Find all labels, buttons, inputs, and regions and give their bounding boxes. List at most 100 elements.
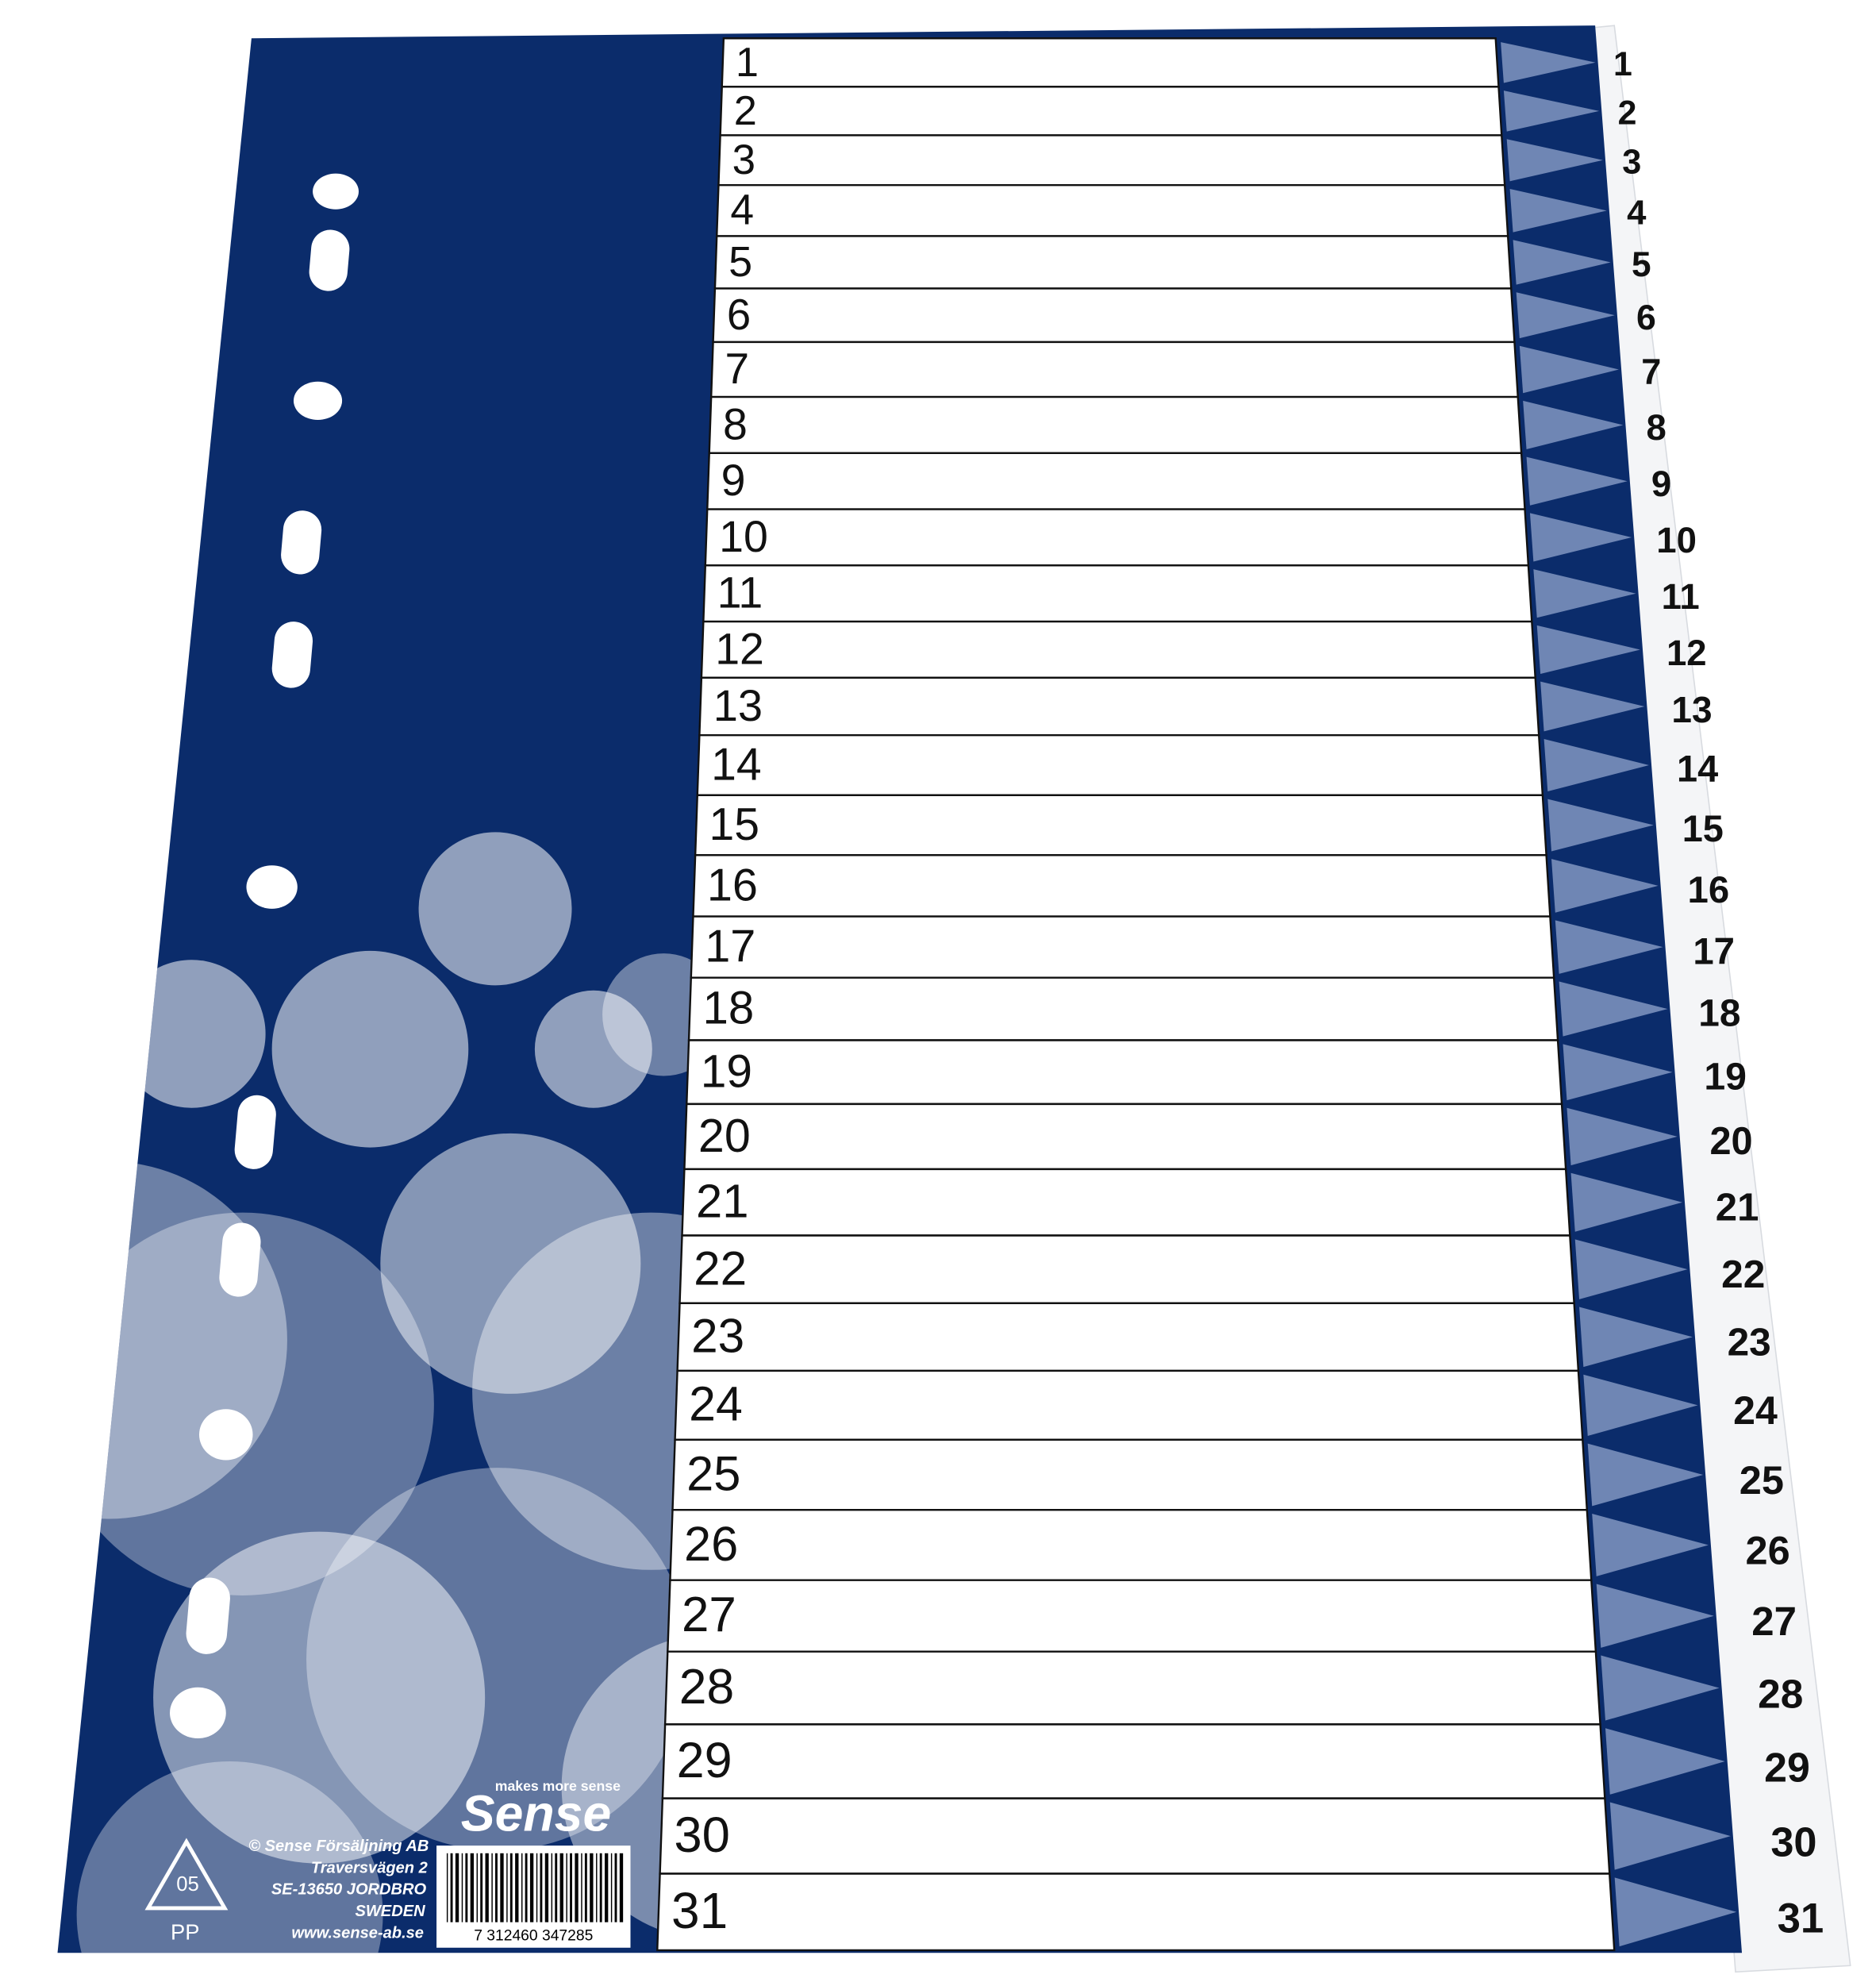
row-number: 5 xyxy=(728,238,752,286)
tab-number: 27 xyxy=(1751,1599,1797,1644)
tab-arrow xyxy=(1533,569,1636,618)
row-field xyxy=(706,452,1526,510)
tab-arrow xyxy=(1506,139,1603,182)
row-number: 12 xyxy=(715,624,764,673)
tab-number: 9 xyxy=(1651,464,1671,504)
bar-stripe xyxy=(584,1853,587,1922)
row-field xyxy=(708,395,1523,455)
tab-number: 11 xyxy=(1662,576,1700,617)
tab-number: 15 xyxy=(1682,808,1724,849)
row-number: 23 xyxy=(691,1308,744,1362)
tab-arrow xyxy=(1513,240,1611,285)
row-field xyxy=(713,235,1513,290)
tab-number: 2 xyxy=(1618,94,1637,132)
tab-number: 12 xyxy=(1666,633,1707,673)
tab-arrow xyxy=(1592,1514,1709,1576)
logo-brand: Sense xyxy=(461,1785,611,1842)
bar-stripe xyxy=(506,1853,508,1922)
row-number: 8 xyxy=(723,399,748,448)
row-number: 4 xyxy=(730,187,754,234)
tab-number: 1 xyxy=(1613,45,1632,83)
tab-number: 25 xyxy=(1740,1457,1784,1503)
row-field xyxy=(702,564,1533,623)
recycle-material: PP xyxy=(171,1919,199,1944)
tab-arrow xyxy=(1563,1044,1673,1101)
row-number: 19 xyxy=(701,1045,752,1097)
row-number: 10 xyxy=(719,512,768,561)
row-number: 31 xyxy=(671,1882,728,1939)
bar-stripe xyxy=(566,1853,567,1922)
tab-number: 16 xyxy=(1688,869,1730,911)
tab-arrow xyxy=(1555,920,1663,974)
tab-arrow xyxy=(1529,513,1632,562)
row-field xyxy=(692,854,1551,918)
row-number: 16 xyxy=(707,860,758,910)
bar-stripe xyxy=(559,1853,563,1922)
bar-stripe xyxy=(536,1853,538,1922)
punch-holes xyxy=(170,173,359,1739)
index-tabs: 1234567891011121314151617181920212223242… xyxy=(1613,45,1824,1942)
tab-arrow xyxy=(1570,1172,1682,1232)
bar-stripe xyxy=(465,1853,468,1922)
row-field xyxy=(687,976,1559,1041)
bar-stripe xyxy=(455,1853,459,1922)
bar-stripe xyxy=(581,1853,582,1922)
tab-arrow xyxy=(1503,90,1600,132)
tab-number: 26 xyxy=(1746,1528,1790,1573)
tab-arrow xyxy=(1614,1877,1737,1947)
row-number: 24 xyxy=(689,1377,743,1431)
address-line: www.sense-ab.se xyxy=(291,1924,424,1942)
tab-number: 17 xyxy=(1693,930,1735,972)
bar-stripe xyxy=(509,1853,513,1922)
row-number: 22 xyxy=(694,1241,747,1295)
row-field xyxy=(663,1650,1601,1726)
tab-arrow xyxy=(1526,456,1628,506)
row-field xyxy=(700,620,1536,679)
bar-stripe xyxy=(446,1853,448,1922)
address: © Sense Försäljning AB Traversvägen 2 SE-1… xyxy=(248,1838,429,1942)
row-field xyxy=(669,1509,1593,1581)
tab-number: 6 xyxy=(1636,298,1656,337)
row-number: 13 xyxy=(713,680,763,730)
row-field xyxy=(690,915,1555,979)
barcode-bars xyxy=(446,1853,624,1922)
address-line: © Sense Försäljning AB xyxy=(248,1838,429,1855)
tab-arrow xyxy=(1574,1239,1688,1299)
tab-number: 21 xyxy=(1716,1186,1759,1229)
bar-stripe xyxy=(470,1853,475,1922)
row-field xyxy=(719,86,1503,137)
tab-number: 22 xyxy=(1721,1252,1765,1296)
bar-stripe xyxy=(491,1853,493,1922)
tab-number: 19 xyxy=(1704,1056,1747,1099)
bar-stripe xyxy=(590,1853,594,1922)
row-number: 17 xyxy=(705,922,755,972)
bar-stripe xyxy=(500,1853,504,1922)
bar-stripe xyxy=(596,1853,598,1922)
tab-arrow xyxy=(1567,1107,1678,1166)
tab-number: 10 xyxy=(1656,520,1697,560)
bar-stripe xyxy=(570,1853,572,1922)
bar-stripe xyxy=(476,1853,479,1922)
row-field xyxy=(717,134,1506,187)
row-field xyxy=(694,794,1547,856)
tab-arrow xyxy=(1587,1443,1704,1507)
tab-number: 8 xyxy=(1647,407,1666,448)
bar-stripe xyxy=(540,1853,543,1922)
bar-stripe xyxy=(619,1853,624,1922)
row-field xyxy=(696,733,1544,796)
row-field xyxy=(709,341,1520,398)
tab-number: 5 xyxy=(1632,245,1651,284)
row-field xyxy=(667,1579,1597,1653)
recycle-symbol xyxy=(144,1838,229,1911)
address-line: SE-13650 JORDBRO xyxy=(271,1881,427,1899)
tab-number: 29 xyxy=(1764,1744,1810,1790)
row-number: 18 xyxy=(702,983,754,1034)
row-number: 3 xyxy=(732,137,755,183)
row-number: 11 xyxy=(717,568,763,618)
tab-number: 28 xyxy=(1758,1670,1803,1716)
row-field xyxy=(712,287,1516,344)
tab-number: 23 xyxy=(1728,1320,1771,1364)
barcode-number: 7 312460 347285 xyxy=(474,1927,593,1944)
